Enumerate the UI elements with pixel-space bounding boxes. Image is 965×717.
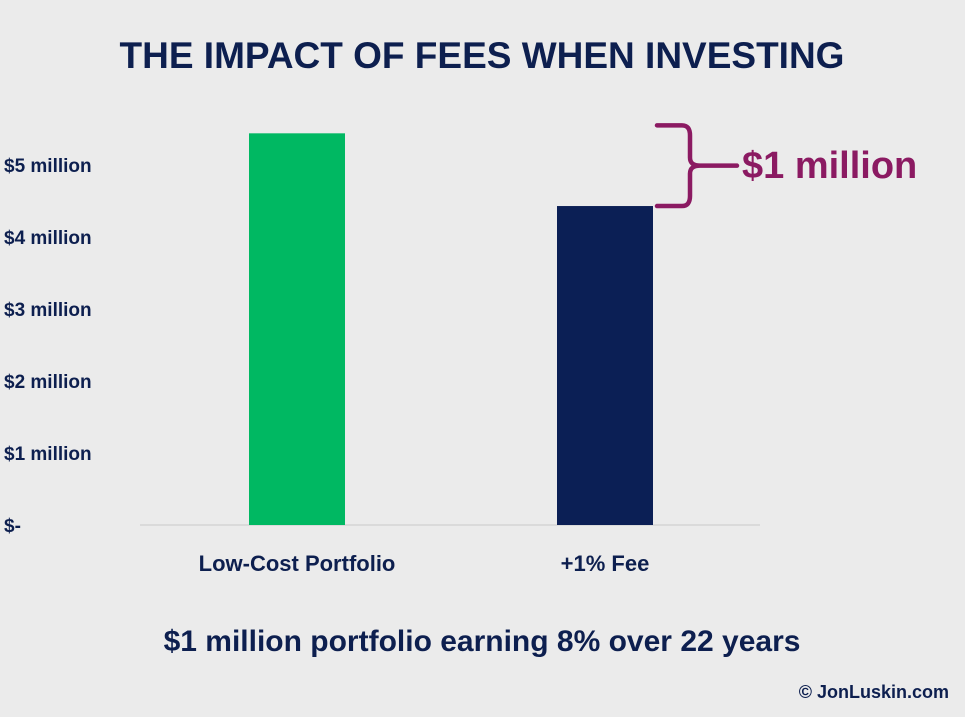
y-tick-label: $1 million xyxy=(4,444,92,465)
chart-title: THE IMPACT OF FEES WHEN INVESTING xyxy=(120,35,845,76)
y-tick-label: $- xyxy=(4,516,21,537)
copyright: © JonLuskin.com xyxy=(799,682,949,702)
x-category-label: +1% Fee xyxy=(561,551,650,576)
y-tick-label: $3 million xyxy=(4,300,92,321)
chart-subtitle: $1 million portfolio earning 8% over 22 … xyxy=(164,625,801,658)
difference-annotation: $1 million xyxy=(742,145,917,187)
bar-low-cost xyxy=(249,133,345,525)
y-tick-label: $5 million xyxy=(4,156,92,177)
bar-fee xyxy=(557,206,653,526)
y-tick-label: $2 million xyxy=(4,372,92,393)
difference-brace xyxy=(654,123,740,209)
y-tick-label: $4 million xyxy=(4,228,92,249)
x-category-label: Low-Cost Portfolio xyxy=(199,551,396,576)
